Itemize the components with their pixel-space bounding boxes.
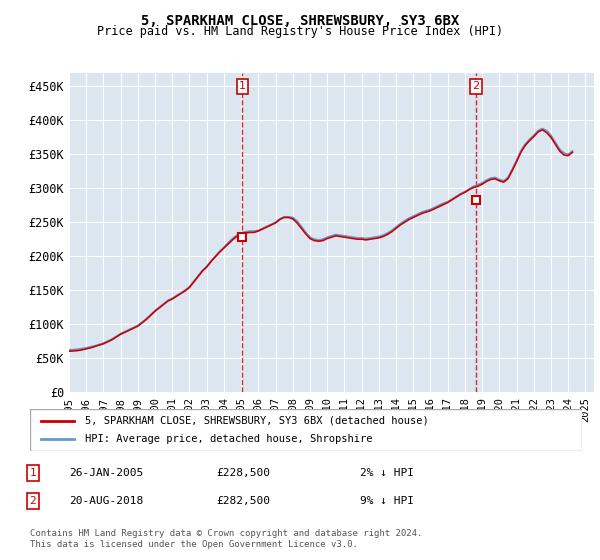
Text: Contains HM Land Registry data © Crown copyright and database right 2024.
This d: Contains HM Land Registry data © Crown c… xyxy=(30,529,422,549)
Text: Price paid vs. HM Land Registry's House Price Index (HPI): Price paid vs. HM Land Registry's House … xyxy=(97,25,503,38)
Text: 5, SPARKHAM CLOSE, SHREWSBURY, SY3 6BX (detached house): 5, SPARKHAM CLOSE, SHREWSBURY, SY3 6BX (… xyxy=(85,416,429,426)
Text: 2: 2 xyxy=(29,496,37,506)
Text: 5, SPARKHAM CLOSE, SHREWSBURY, SY3 6BX: 5, SPARKHAM CLOSE, SHREWSBURY, SY3 6BX xyxy=(141,14,459,28)
Text: 26-JAN-2005: 26-JAN-2005 xyxy=(69,468,143,478)
Text: £228,500: £228,500 xyxy=(216,468,270,478)
Text: £282,500: £282,500 xyxy=(216,496,270,506)
Text: 1: 1 xyxy=(239,81,246,91)
Text: 1: 1 xyxy=(29,468,37,478)
Text: HPI: Average price, detached house, Shropshire: HPI: Average price, detached house, Shro… xyxy=(85,434,373,444)
FancyBboxPatch shape xyxy=(30,409,582,451)
Text: 9% ↓ HPI: 9% ↓ HPI xyxy=(360,496,414,506)
Text: 2% ↓ HPI: 2% ↓ HPI xyxy=(360,468,414,478)
Text: 2: 2 xyxy=(472,81,479,91)
Text: 20-AUG-2018: 20-AUG-2018 xyxy=(69,496,143,506)
